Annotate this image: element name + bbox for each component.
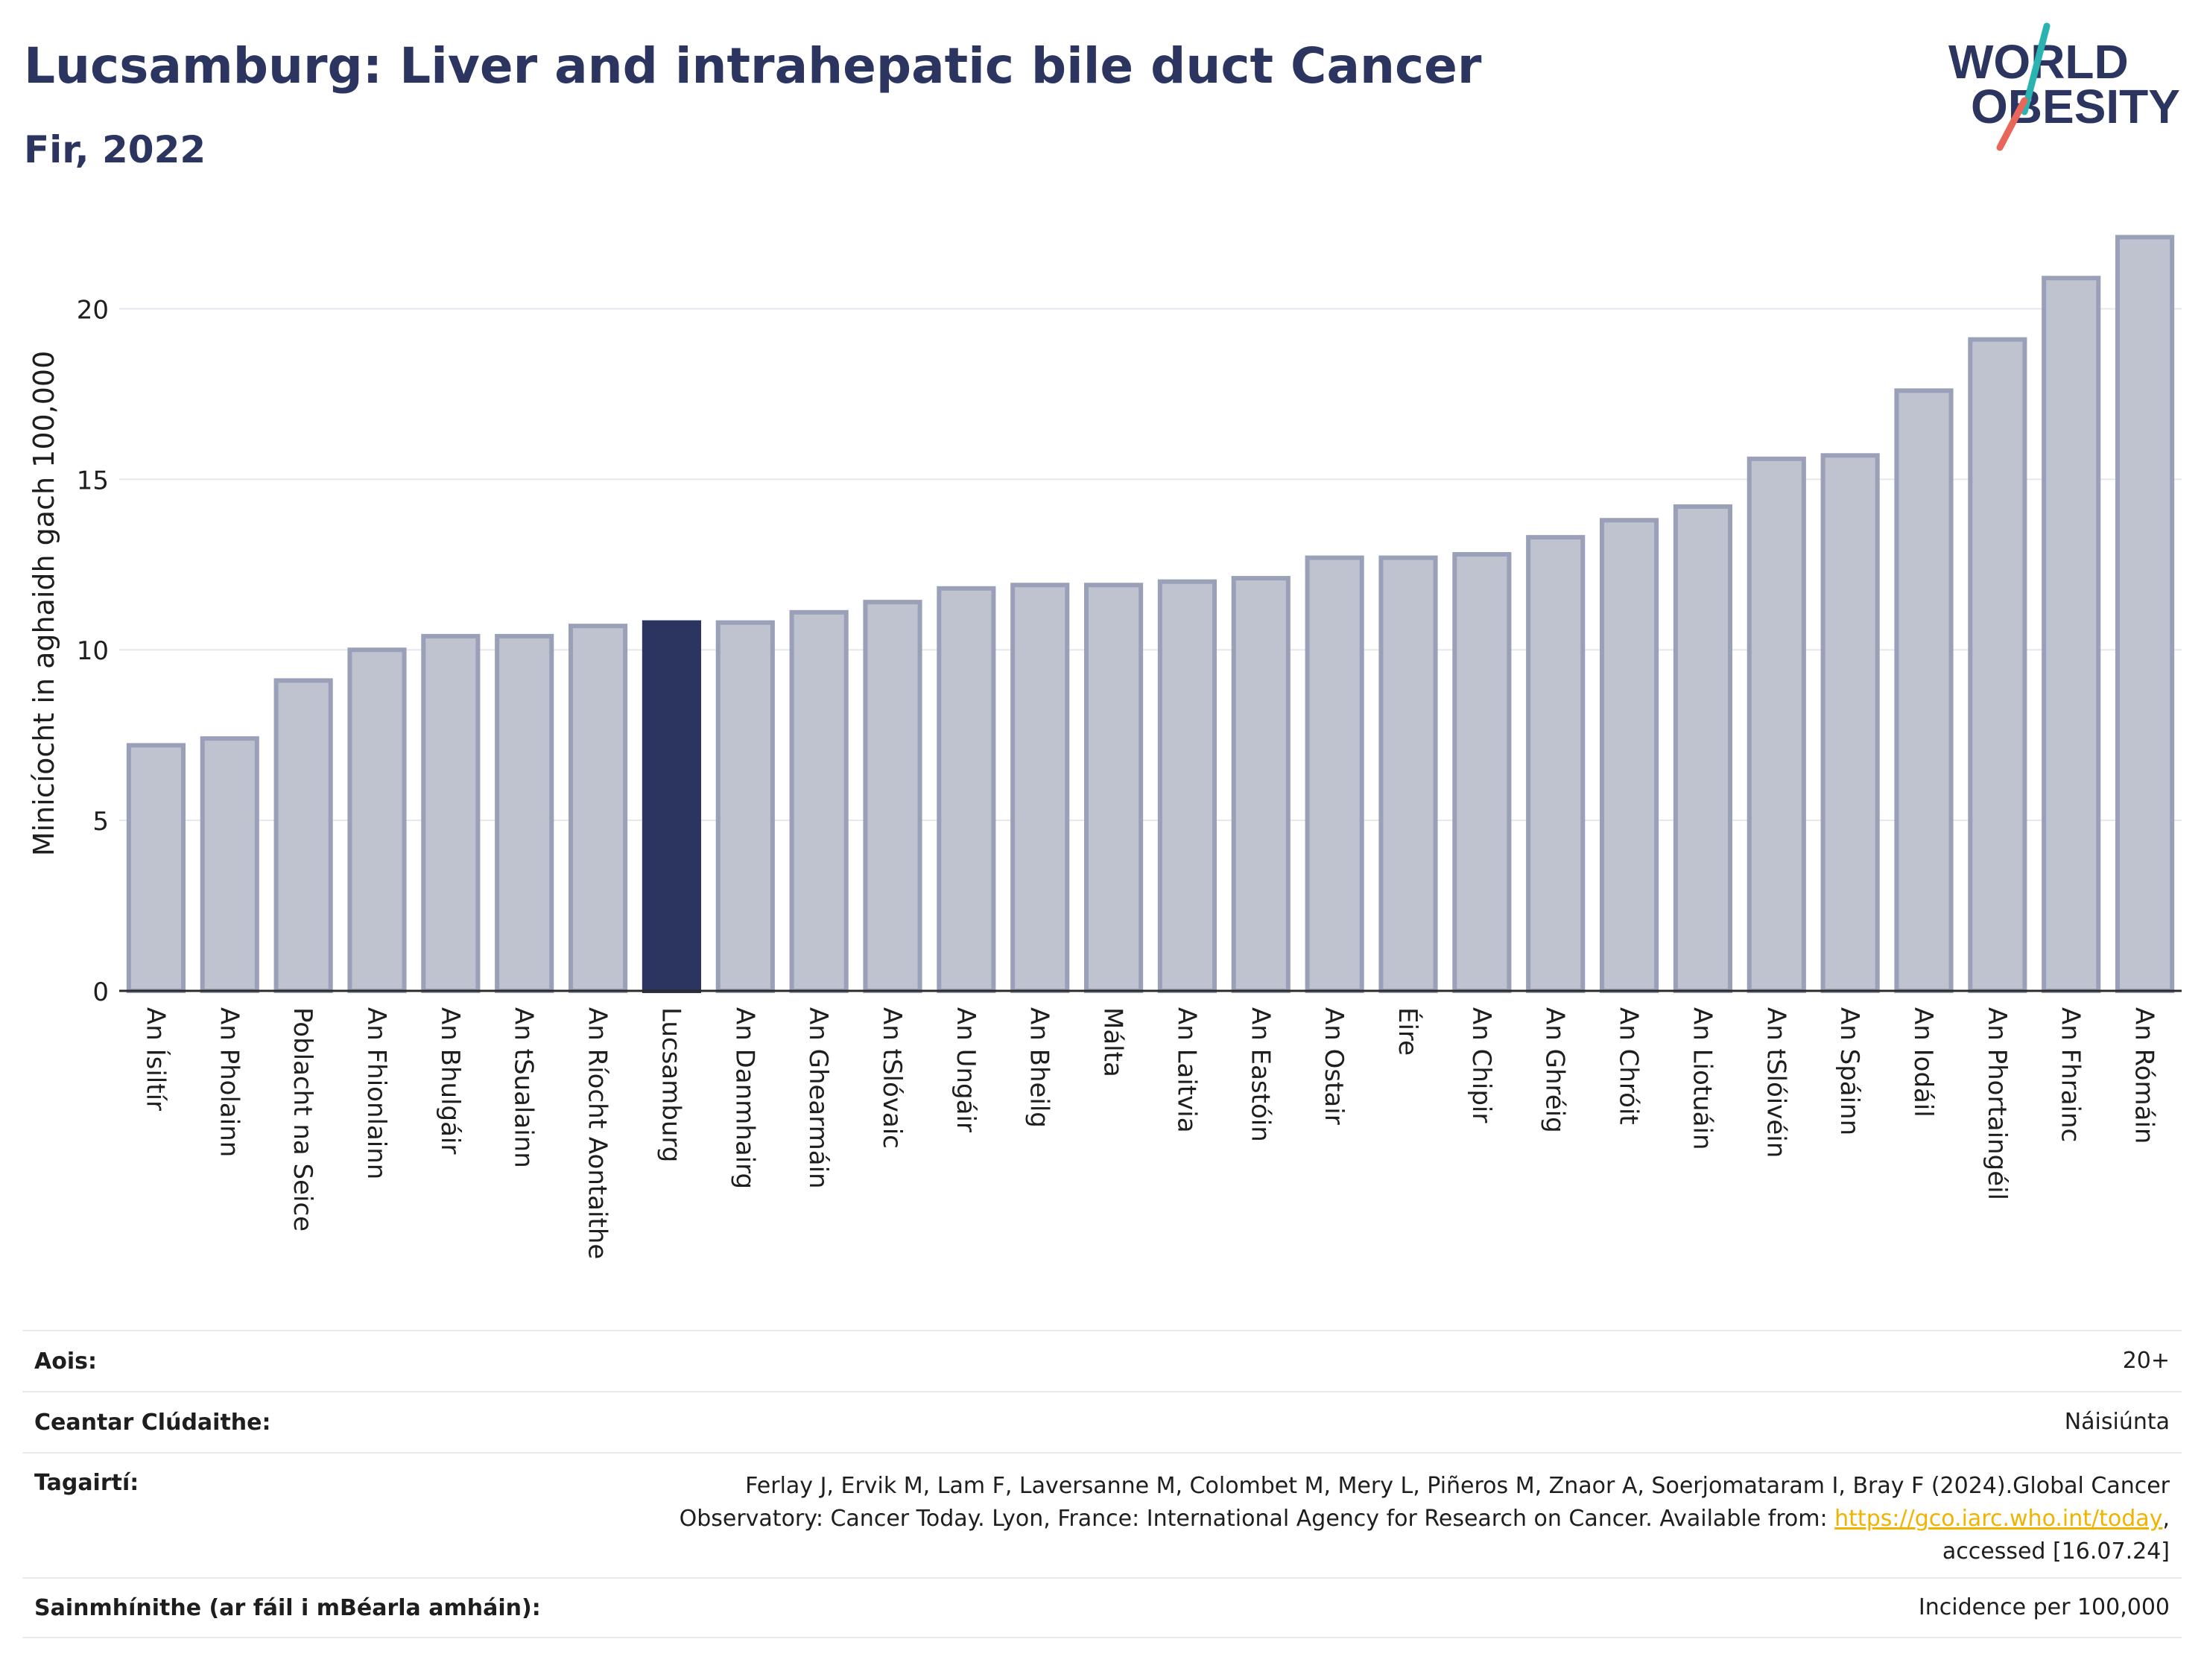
- x-tick-label: An Fhrainc: [2056, 1007, 2086, 1142]
- x-tick-label: An Ghréig: [1540, 1007, 1570, 1133]
- chart-title: Lucsamburg: Liver and intrahepatic bile …: [24, 37, 1482, 95]
- references-line-3: accessed [16.07.24]: [1942, 1538, 2170, 1565]
- y-tick-label: 20: [77, 295, 109, 325]
- bar[interactable]: [642, 620, 702, 993]
- logo-slash-red: [1996, 97, 2028, 151]
- x-tick-label: An Ghearmáin: [803, 1007, 833, 1189]
- age-value: 20+: [2122, 1348, 2170, 1374]
- references-line-2: Observatory: Cancer Today. Lyon, France:…: [680, 1503, 2170, 1535]
- logo-slash-teal: [2021, 22, 2051, 115]
- logo-word-obesity: OBESITY: [1971, 80, 2180, 133]
- x-tick-label: An Liotuáin: [1687, 1007, 1717, 1150]
- bar[interactable]: [1231, 576, 1291, 993]
- x-tick-label: An Iodáil: [1908, 1007, 1938, 1118]
- references-row: Tagairtí: Ferlay J, Ervik M, Lam F, Lave…: [22, 1452, 2182, 1577]
- bars: [126, 235, 2175, 994]
- references-line-1: Ferlay J, Ervik M, Lam F, Laversanne M, …: [745, 1473, 2170, 1499]
- bar[interactable]: [1083, 583, 1144, 993]
- chart-subtitle: Fir, 2022: [24, 128, 206, 171]
- x-tick-label: An Spáinn: [1834, 1007, 1864, 1135]
- bar[interactable]: [1157, 579, 1217, 993]
- x-tick-label: An Ostair: [1319, 1007, 1349, 1125]
- definitions-row: Sainmhínithe (ar fáil i mBéarla amháin):…: [22, 1577, 2182, 1638]
- x-tick-label: An Ísiltír: [140, 1007, 171, 1111]
- x-tick-label: An Bheilg: [1025, 1007, 1054, 1128]
- age-row: Aois: 20+: [22, 1330, 2182, 1391]
- bar[interactable]: [1526, 535, 1586, 993]
- references-value: Ferlay J, Ervik M, Lam F, Laversanne M, …: [680, 1470, 2170, 1568]
- references-label: Tagairtí:: [34, 1470, 139, 1496]
- x-tick-label: An Rómáin: [2129, 1007, 2159, 1144]
- bar[interactable]: [1968, 337, 2027, 993]
- coverage-label: Ceantar Clúdaithe:: [34, 1409, 271, 1436]
- y-tick-label: 10: [77, 636, 109, 666]
- bar[interactable]: [1599, 518, 1659, 993]
- x-tick-label: An Bhulgáir: [435, 1007, 465, 1154]
- bar[interactable]: [1747, 456, 1806, 993]
- world-obesity-logo: WORLD OBESITY: [1948, 22, 2180, 151]
- y-axis-label: Minicíocht in aghaidh gach 100,000: [28, 351, 60, 857]
- bar[interactable]: [568, 624, 628, 994]
- x-tick-label: An tSlóvaic: [877, 1007, 907, 1149]
- definitions-value: Incidence per 100,000: [1918, 1594, 2170, 1620]
- bar[interactable]: [347, 647, 407, 993]
- y-tick-label: 5: [92, 807, 109, 837]
- coverage-value: Náisiúnta: [2064, 1409, 2170, 1435]
- x-tick-label: An Pholainn: [214, 1007, 244, 1157]
- x-tick-label: An Danmhairg: [729, 1007, 759, 1189]
- coverage-row: Ceantar Clúdaithe: Náisiúnta: [22, 1391, 2182, 1452]
- bar[interactable]: [1673, 504, 1733, 993]
- bar[interactable]: [937, 586, 996, 993]
- x-tick-label: An Fhionlainn: [361, 1007, 391, 1179]
- y-tick-label: 15: [77, 466, 109, 495]
- bar[interactable]: [495, 633, 554, 994]
- bar[interactable]: [1378, 555, 1438, 993]
- x-tick-label: Éire: [1393, 1007, 1423, 1056]
- x-tick-label: An Chipir: [1466, 1007, 1496, 1123]
- x-tick-label: An Chróit: [1614, 1007, 1644, 1125]
- bar[interactable]: [421, 633, 481, 994]
- age-label: Aois:: [34, 1348, 97, 1375]
- bar[interactable]: [126, 743, 186, 994]
- references-text-2: Observatory: Cancer Today. Lyon, France:…: [679, 1506, 1835, 1532]
- bar[interactable]: [715, 620, 775, 993]
- info-table: Aois: 20+ Ceantar Clúdaithe: Náisiúnta T…: [22, 1330, 2182, 1638]
- bar[interactable]: [863, 600, 922, 993]
- bar[interactable]: [200, 736, 259, 993]
- y-tick-labels: 0 5 10 15 20: [77, 295, 109, 1007]
- y-tick-label: 0: [92, 977, 109, 1007]
- bar[interactable]: [1305, 555, 1364, 993]
- bar[interactable]: [1010, 583, 1070, 993]
- bar[interactable]: [1820, 453, 1880, 993]
- references-link[interactable]: https://gco.iarc.who.int/today: [1834, 1506, 2163, 1532]
- definitions-label: Sainmhínithe (ar fáil i mBéarla amháin):: [34, 1594, 541, 1621]
- x-tick-label: An Eastóin: [1245, 1007, 1275, 1142]
- bar[interactable]: [789, 609, 849, 993]
- x-tick-label: An Ungáir: [951, 1007, 981, 1132]
- x-tick-label: Málta: [1098, 1007, 1128, 1077]
- references-comma: ,: [2162, 1506, 2170, 1532]
- x-tick-label: An Laitvia: [1171, 1007, 1201, 1133]
- bar[interactable]: [2115, 235, 2175, 993]
- x-tick-label: An tSlóivéin: [1761, 1007, 1790, 1158]
- bar[interactable]: [2042, 276, 2101, 993]
- x-tick-label: An Ríocht Aontaithe: [583, 1007, 612, 1259]
- x-tick-label: An Phortaingéil: [1982, 1007, 2012, 1200]
- bar[interactable]: [1452, 552, 1512, 993]
- bar[interactable]: [273, 678, 333, 994]
- x-tick-label: An tSualainn: [509, 1007, 539, 1168]
- bar-chart: 0 5 10 15 20 An Ísiltír An Pholainn Poblacht n…: [28, 235, 2182, 1259]
- x-tick-labels: An Ísiltír An Pholainn Poblacht na Seice An…: [140, 1007, 2159, 1259]
- bar[interactable]: [1894, 388, 1954, 993]
- x-tick-label: Lucsamburg: [656, 1007, 685, 1162]
- x-tick-label: Poblacht na Seice: [288, 1007, 317, 1232]
